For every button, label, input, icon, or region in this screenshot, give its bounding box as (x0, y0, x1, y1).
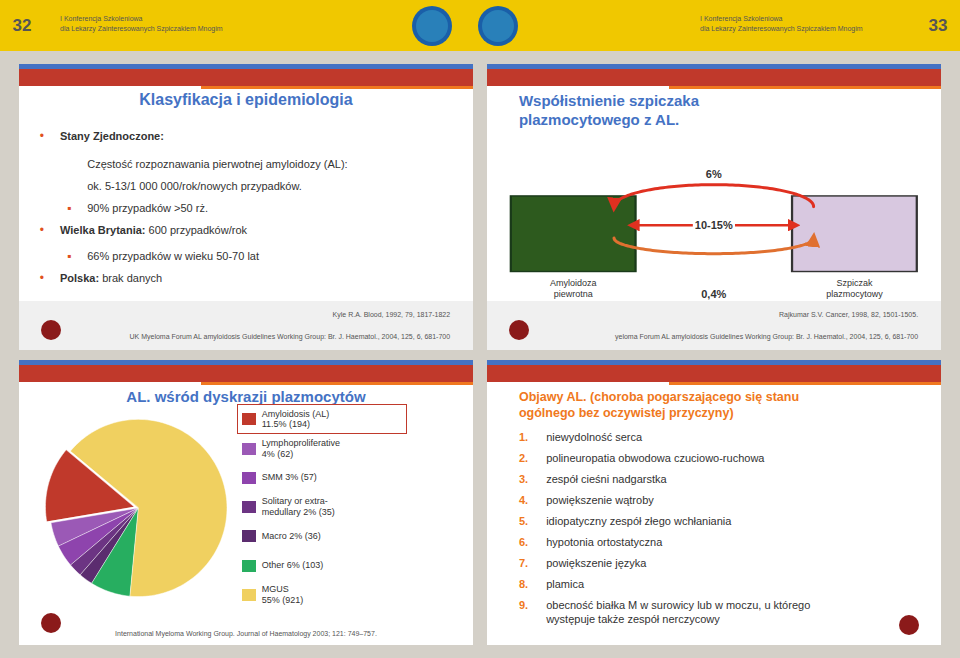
html-text:Współistnienie szpiczaka plazm: Współistnienie szpiczaka plazmocytowego … (518, 92, 699, 129)
html-text:polineuropatia obwodowa czucio: polineuropatia obwodowa czuciowo-ruchowa (546, 451, 765, 464)
html-text:5.: 5. (518, 514, 529, 527)
html-text:Polska: brak danych: Polska: brak danych (60, 272, 163, 285)
html-text:6.: 6. (518, 535, 529, 548)
html-text:MGUS 55% (921): MGUS 55% (921) (261, 584, 304, 605)
html-text:7.: 7. (518, 556, 529, 569)
html-text:zespół cieśni nadgarstka: zespół cieśni nadgarstka (546, 472, 667, 485)
html-text:ok. 5-13/1 000 000/rok/nowych: ok. 5-13/1 000 000/rok/nowych przypadków… (87, 180, 302, 193)
html-text:Klasyfikacja i epidemiologia: Klasyfikacja i epidemiologia (139, 91, 353, 109)
html-text:UK Myeloma Forum AL amyloidosi: UK Myeloma Forum AL amyloidosis Guidelin… (129, 332, 451, 340)
html-text:9.: 9. (518, 598, 529, 611)
svg-text:0,4%: 0,4% (701, 288, 726, 300)
html-text:8.: 8. (518, 577, 529, 590)
html-text:90% przypadków >50 rż.: 90% przypadków >50 rż. (87, 202, 208, 215)
html-text:I Konferencja Szkoleniowa dla: I Konferencja Szkoleniowa dla Lekarzy Za… (60, 15, 223, 33)
html-text:powiększenie języka: powiększenie języka (546, 556, 647, 569)
html-text:International Myeloma Working: International Myeloma Working Group. Jou… (115, 629, 377, 637)
html-text:Częstość rozpoznawania pierwot: Częstość rozpoznawania pierwotnej amyloi… (87, 158, 348, 171)
html-text:Stany Zjednoczone:: Stany Zjednoczone: (60, 130, 164, 143)
html-text:hypotonia ortostatyczna: hypotonia ortostatyczna (546, 535, 663, 548)
html-text:Kyle R.A. Blood, 1992, 79, 181: Kyle R.A. Blood, 1992, 79, 1817-1822 (332, 311, 451, 319)
html-text:3.: 3. (518, 472, 529, 485)
html-text:2.: 2. (518, 451, 529, 464)
svg-text:10-15%: 10-15% (695, 220, 733, 232)
html-text:Szpiczak plazmocytowy: Szpiczak plazmocytowy (826, 278, 883, 300)
html-text:niewydolność serca: niewydolność serca (546, 430, 643, 443)
html-text:Lymphoproliferative 4% (62): Lymphoproliferative 4% (62) (261, 437, 340, 459)
html-text:I Konferencja Szkoleniowa dla: I Konferencja Szkoleniowa dla Lekarzy Za… (700, 15, 863, 33)
html-text:SMM 3% (57): SMM 3% (57) (261, 472, 317, 483)
html-text:Wielka Brytania: 600 przypadkó: Wielka Brytania: 600 przypadków/rok (60, 224, 247, 237)
html-text:33: 33 (928, 16, 948, 35)
html-text:idiopatyczny zespół złego wchł: idiopatyczny zespół złego wchłaniania (546, 514, 732, 527)
html-text:Objawy AL. (choroba pogarszają: Objawy AL. (choroba pogarszającego się s… (518, 389, 800, 420)
html-text:Amyloidoza piewrotna: Amyloidoza piewrotna (550, 278, 597, 300)
svg-text:6%: 6% (706, 168, 722, 180)
html-text:Amyloidosis (AL) 11.5% (194): Amyloidosis (AL) 11.5% (194) (261, 408, 330, 430)
html-text:yeloma Forum AL amyloidosis Gu: yeloma Forum AL amyloidosis Guidelines W… (615, 332, 919, 340)
html-text:4.: 4. (518, 493, 529, 506)
html-text:1.: 1. (518, 430, 529, 443)
html-text:Macro 2% (36): Macro 2% (36) (261, 530, 321, 541)
html-text:Rajkumar S.V. Cancer, 1998, 82: Rajkumar S.V. Cancer, 1998, 82, 1501-150… (779, 311, 919, 319)
html-text:66% przypadków w wieku 50-70 l: 66% przypadków w wieku 50-70 lat (87, 250, 259, 263)
html-text:32: 32 (12, 16, 32, 35)
html-text:plamica: plamica (546, 577, 584, 590)
html-text:powiększenie wątroby: powiększenie wątroby (546, 493, 654, 506)
html-text:AL. wśród dyskrazji plazmocytó: AL. wśród dyskrazji plazmocytów (126, 387, 366, 405)
html-text:Solitary or extra- medullary 2: Solitary or extra- medullary 2% (35) (261, 496, 335, 518)
html-text:Other 6% (103): Other 6% (103) (261, 560, 324, 571)
html-text:obecność białka M w surowicy l: obecność białka M w surowicy lub w moczu… (546, 598, 811, 625)
